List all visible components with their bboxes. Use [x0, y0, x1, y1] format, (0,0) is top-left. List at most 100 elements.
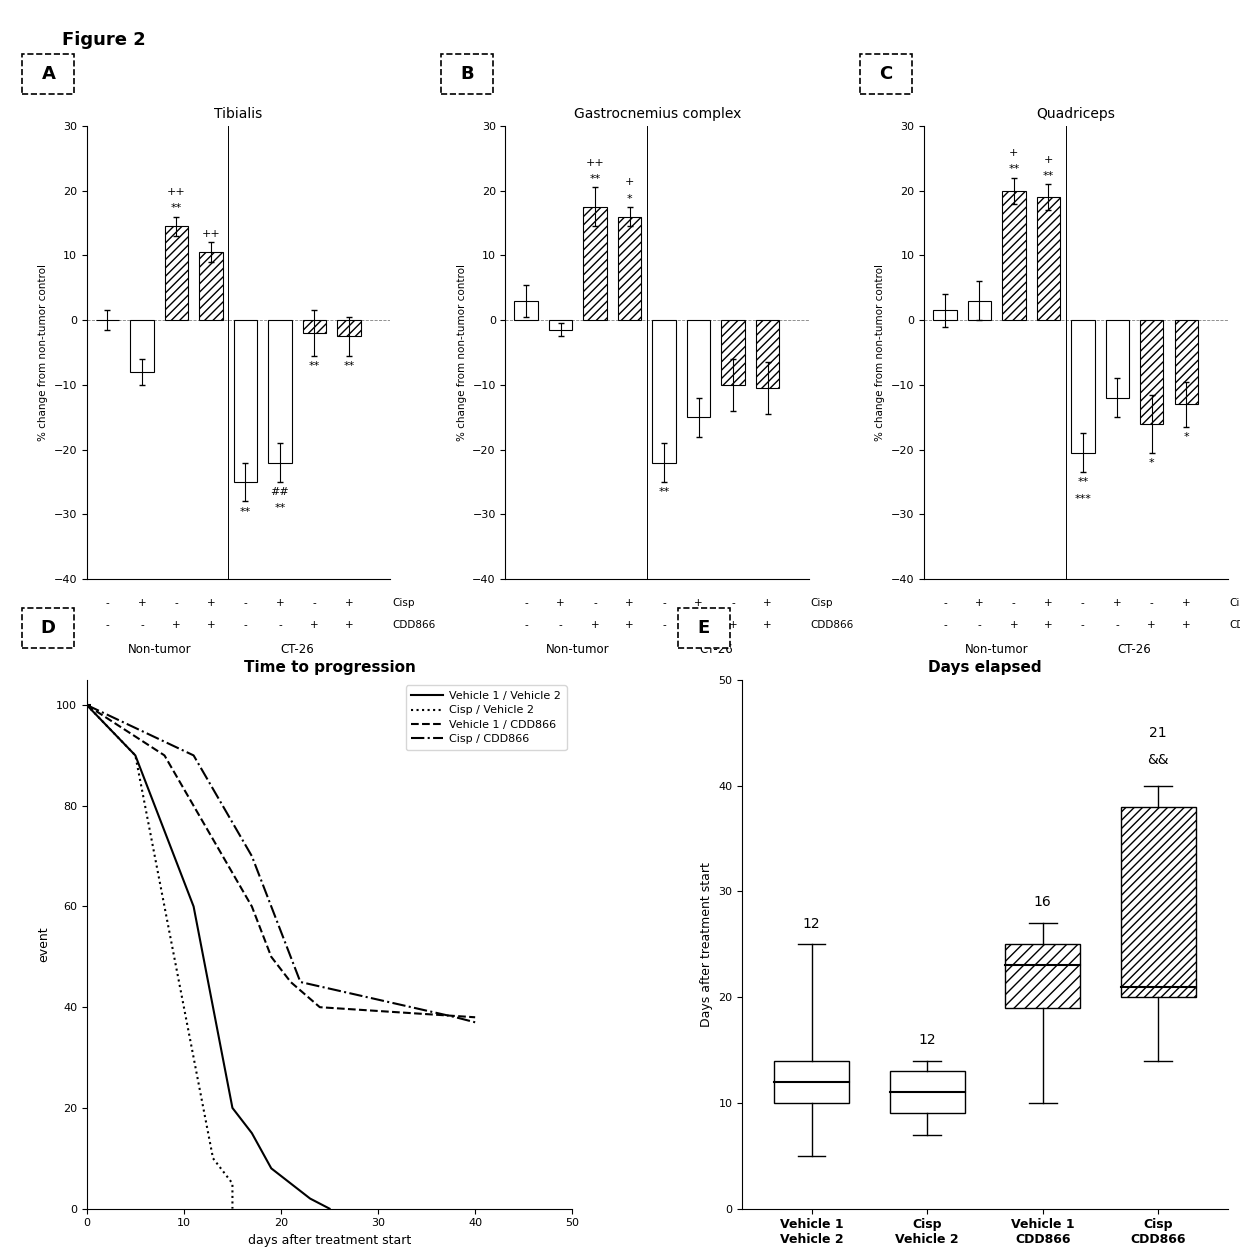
Text: -: - [525, 619, 528, 630]
Text: Cisp: Cisp [1229, 598, 1240, 608]
Bar [1174, 320, 1198, 404]
Cisp / CDD866 [293, 974, 308, 990]
Vehicle 1 / Vehicle 2 [283, 1176, 298, 1191]
Text: +: + [1182, 619, 1190, 630]
Text: **: ** [1078, 477, 1089, 487]
Vehicle 1 / CDD866 [467, 1010, 482, 1025]
Text: Figure 2: Figure 2 [62, 31, 146, 49]
Vehicle 1 / Vehicle 2 [186, 899, 201, 914]
Vehicle 1 / Vehicle 2 [148, 798, 162, 813]
Vehicle 1 / Vehicle 2 [264, 1161, 279, 1176]
Bar [1037, 198, 1060, 320]
Title: Quadriceps: Quadriceps [1037, 107, 1115, 121]
Text: ++: ++ [202, 229, 221, 239]
Text: **: ** [589, 174, 600, 184]
Y-axis label: % change from non-tumor control: % change from non-tumor control [875, 264, 885, 441]
Vehicle 1 / Vehicle 2 [224, 1100, 239, 1115]
Text: -: - [525, 598, 528, 608]
Text: +: + [625, 619, 634, 630]
Text: 12: 12 [919, 1032, 936, 1046]
Y-axis label: event: event [37, 927, 51, 962]
Text: +: + [975, 598, 983, 608]
Vehicle 1 / Vehicle 2 [206, 1000, 221, 1015]
Text: +: + [763, 598, 771, 608]
Vehicle 1 / CDD866 [157, 748, 172, 763]
Bar [165, 227, 188, 320]
Line: Cisp / Vehicle 2: Cisp / Vehicle 2 [87, 705, 232, 1209]
Cisp / CDD866 [216, 798, 231, 813]
Text: C: C [879, 65, 893, 83]
Text: +: + [207, 619, 216, 630]
Title: Days elapsed: Days elapsed [928, 660, 1042, 675]
Vehicle 1 / Vehicle 2 [206, 1000, 221, 1015]
Text: +: + [625, 178, 635, 188]
Title: Tibialis: Tibialis [215, 107, 263, 121]
Text: Non-tumor: Non-tumor [965, 643, 1028, 656]
Cisp / CDD866 [244, 849, 259, 864]
Text: -: - [593, 598, 596, 608]
Text: ++: ++ [585, 157, 605, 167]
Text: -: - [662, 598, 666, 608]
Legend: Vehicle 1 / Vehicle 2, Cisp / Vehicle 2, Vehicle 1 / CDD866, Cisp / CDD866: Vehicle 1 / Vehicle 2, Cisp / Vehicle 2,… [405, 685, 567, 750]
Cisp / Vehicle 2 [206, 1151, 221, 1166]
Cisp / Vehicle 2 [224, 1176, 239, 1191]
Cisp / Vehicle 2 [148, 849, 162, 864]
Text: **: ** [171, 203, 182, 213]
Text: +: + [138, 598, 146, 608]
Cisp / CDD866 [79, 697, 94, 713]
Text: +: + [763, 619, 771, 630]
Cisp / Vehicle 2 [128, 748, 143, 763]
Bar [583, 206, 606, 320]
Text: **: ** [1043, 171, 1054, 181]
Bar [549, 320, 573, 330]
Bar [618, 217, 641, 320]
Text: Non-tumor: Non-tumor [546, 643, 610, 656]
Text: CT-26: CT-26 [280, 643, 314, 656]
Text: -: - [278, 619, 281, 630]
Cisp / Vehicle 2 [186, 1050, 201, 1065]
Vehicle 1 / CDD866 [244, 899, 259, 914]
Text: -: - [1081, 598, 1085, 608]
Vehicle 1 / CDD866 [244, 899, 259, 914]
Text: **: ** [239, 506, 250, 516]
Bar [722, 320, 745, 385]
Cisp / Vehicle 2 [206, 1151, 221, 1166]
Text: +: + [625, 598, 634, 608]
Text: Cisp: Cisp [811, 598, 833, 608]
Text: -: - [1116, 619, 1120, 630]
Text: D: D [41, 619, 56, 637]
Text: -: - [105, 598, 109, 608]
Text: +: + [590, 619, 599, 630]
Vehicle 1 / Vehicle 2 [79, 697, 94, 713]
Text: **: ** [1008, 165, 1019, 175]
Text: &&: && [1147, 753, 1169, 767]
Line: Vehicle 1 / CDD866: Vehicle 1 / CDD866 [87, 705, 475, 1017]
Vehicle 1 / CDD866 [264, 949, 279, 964]
Vehicle 1 / CDD866 [216, 849, 231, 864]
Bar [934, 311, 956, 320]
Vehicle 1 / CDD866 [264, 949, 279, 964]
Cisp / Vehicle 2 [166, 949, 181, 964]
Text: **: ** [274, 504, 285, 514]
Cisp / Vehicle 2 [128, 748, 143, 763]
Line: Cisp / CDD866: Cisp / CDD866 [87, 705, 475, 1022]
Text: +: + [310, 619, 319, 630]
Text: B: B [460, 65, 474, 83]
Title: Gastrocnemius complex: Gastrocnemius complex [574, 107, 740, 121]
Vehicle 1 / CDD866 [283, 974, 298, 990]
Text: +: + [557, 598, 565, 608]
Text: CDD866: CDD866 [811, 619, 854, 630]
Text: -: - [1081, 619, 1085, 630]
Text: +: + [345, 619, 353, 630]
Cisp / CDD866 [274, 924, 289, 939]
Bar [687, 320, 711, 417]
Text: ***: *** [1074, 494, 1091, 504]
Text: ##: ## [270, 487, 289, 497]
Text: +: + [1009, 149, 1018, 159]
Cisp / Vehicle 2 [224, 1201, 239, 1216]
Vehicle 1 / CDD866 [186, 798, 201, 813]
Text: CDD866: CDD866 [392, 619, 435, 630]
Cisp / Vehicle 2 [186, 1050, 201, 1065]
Text: ++: ++ [167, 188, 186, 198]
Text: +: + [1044, 619, 1053, 630]
